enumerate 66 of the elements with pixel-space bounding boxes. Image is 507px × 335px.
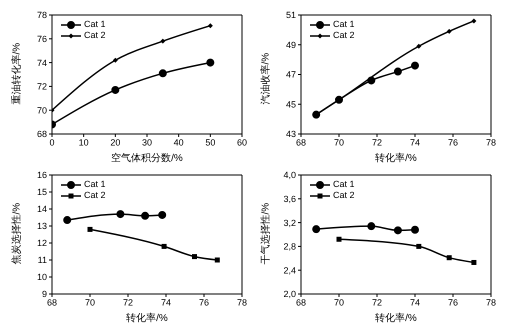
legend-label: Cat 1 xyxy=(333,19,355,30)
legend-label: Cat 1 xyxy=(333,179,355,190)
y-tick-label: 43 xyxy=(286,129,296,140)
y-tick-label: 16 xyxy=(36,170,47,180)
y-axis-title: 汽油收率/% xyxy=(260,52,272,104)
x-tick-label: 74 xyxy=(410,137,420,148)
x-tick-label: 78 xyxy=(236,297,248,308)
y-tick-label: 3,6 xyxy=(283,194,296,204)
y-tick-label: 51 xyxy=(286,10,296,20)
x-tick-label: 74 xyxy=(160,297,172,308)
legend-label: Cat 2 xyxy=(333,190,355,201)
y-tick-label: 2,0 xyxy=(283,289,296,300)
y-axis-title: 重油转化率/% xyxy=(10,42,23,104)
x-axis-title: 转化率/% xyxy=(374,152,418,165)
x-tick-label: 0 xyxy=(49,137,55,148)
x-tick-label: 10 xyxy=(78,137,89,148)
x-tick-label: 72 xyxy=(372,137,382,148)
x-axis-title: 转化率/% xyxy=(125,312,169,325)
y-tick-label: 15 xyxy=(36,187,47,198)
x-tick-label: 50 xyxy=(205,137,216,148)
y-tick-label: 78 xyxy=(36,10,47,20)
legend-label: Cat 1 xyxy=(84,179,106,190)
x-tick-label: 68 xyxy=(46,297,58,308)
x-tick-label: 70 xyxy=(334,297,344,308)
x-tick-label: 78 xyxy=(486,297,496,308)
y-tick-label: 72 xyxy=(36,82,47,92)
x-tick-label: 72 xyxy=(122,297,134,308)
y-tick-label: 11 xyxy=(38,255,47,266)
y-tick-label: 76 xyxy=(36,34,47,44)
y-tick-label: 10 xyxy=(36,272,47,282)
x-axis-title: 空气体积分数/% xyxy=(110,152,184,165)
x-tick-label: 20 xyxy=(110,137,120,148)
y-tick-label: 3,2 xyxy=(283,218,296,228)
y-tick-label: 74 xyxy=(36,58,47,68)
y-axis-title: 焦炭选择性/% xyxy=(10,202,23,264)
y-tick-label: 70 xyxy=(36,105,47,116)
x-tick-label: 68 xyxy=(296,297,306,308)
x-axis-title: 转化率/% xyxy=(374,312,418,325)
y-tick-label: 13 xyxy=(36,221,47,232)
legend-label: Cat 1 xyxy=(84,19,106,30)
x-tick-label: 40 xyxy=(174,137,184,148)
y-tick-label: 2,8 xyxy=(283,242,296,252)
y-axis-title: 干气选择性/% xyxy=(260,202,272,264)
y-tick-label: 2,4 xyxy=(283,265,296,276)
x-tick-label: 76 xyxy=(448,137,458,148)
y-tick-label: 47 xyxy=(286,70,296,80)
x-tick-label: 60 xyxy=(236,137,248,148)
y-tick-label: 4,0 xyxy=(283,170,296,180)
x-tick-label: 72 xyxy=(372,297,382,308)
y-tick-label: 12 xyxy=(36,238,47,248)
x-tick-label: 76 xyxy=(198,297,210,308)
y-tick-label: 68 xyxy=(36,129,47,140)
legend-label: Cat 2 xyxy=(333,30,355,41)
x-tick-label: 76 xyxy=(448,297,458,308)
y-tick-label: 9 xyxy=(42,289,47,300)
y-tick-label: 49 xyxy=(286,40,296,50)
x-tick-label: 30 xyxy=(142,137,152,148)
x-tick-label: 78 xyxy=(486,137,496,148)
y-tick-label: 14 xyxy=(36,204,47,214)
x-tick-label: 70 xyxy=(84,297,96,308)
x-tick-label: 68 xyxy=(296,137,306,148)
x-tick-label: 74 xyxy=(410,297,420,308)
y-tick-label: 45 xyxy=(286,99,296,110)
legend-label: Cat 2 xyxy=(84,190,106,201)
x-tick-label: 70 xyxy=(334,137,344,148)
legend-label: Cat 2 xyxy=(84,30,106,41)
